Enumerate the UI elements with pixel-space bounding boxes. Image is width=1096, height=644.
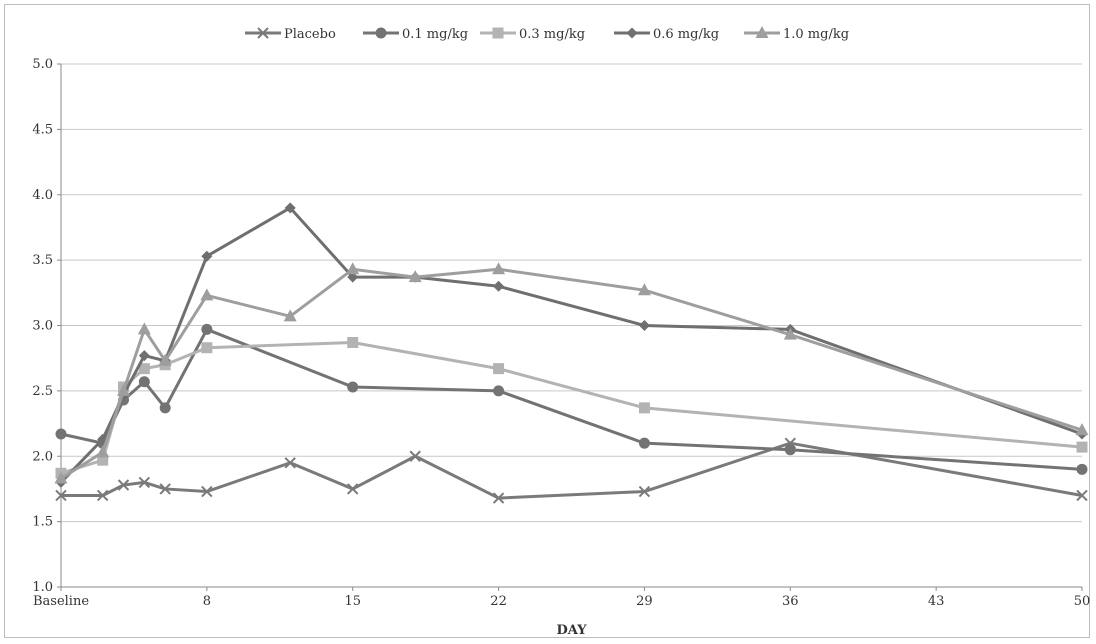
data-point [638,320,650,331]
data-point [137,322,151,335]
data-point [97,454,109,466]
data-point [638,437,650,449]
legend-marker [375,27,387,39]
series-line [60,340,1083,475]
data-point [1076,463,1088,475]
legend-marker [626,27,638,39]
series-x [55,437,1088,504]
series-line [61,441,1083,500]
legend-marker [755,26,769,38]
data-point [201,342,213,354]
x-tick-label: 50 [1074,594,1091,609]
series-square [55,336,1088,479]
data-point [638,485,651,498]
x-tick-label: 29 [636,594,653,609]
y-tick-label: 1.0 [32,580,53,595]
y-tick-label: 3.0 [32,319,53,334]
chart-frame [4,4,1090,638]
data-point [347,271,359,283]
legend-item: 0.6 mg/kg [614,27,719,42]
data-point [637,283,651,296]
x-tick-label: Baseline [33,594,89,609]
y-tick-label: 5.0 [32,57,53,72]
series-triangle [54,262,1089,484]
data-point [54,471,68,484]
x-tick-label: 36 [782,594,799,609]
legend-label: 0.3 mg/kg [519,27,585,42]
series-line [60,327,1083,471]
legend-label: 1.0 mg/kg [783,27,849,42]
legend-marker [257,27,269,39]
y-tick-label: 2.5 [32,384,53,399]
y-tick-label: 2.0 [32,449,53,464]
data-point [347,336,359,348]
legend-item: 0.3 mg/kg [480,27,585,42]
data-point [117,383,131,396]
gridlines [61,63,1082,588]
data-point [159,402,171,414]
x-axis-title: DAY [557,623,588,638]
legend-label: Placebo [284,27,336,42]
data-point [492,492,505,504]
data-point [96,489,109,502]
data-point [1075,423,1089,436]
y-tick-label: 1.5 [32,515,53,530]
data-point [783,327,797,340]
legend-item: 0.1 mg/kg [363,27,468,42]
data-point [784,444,796,456]
data-point [493,363,505,375]
x-tick-label: 22 [490,594,507,609]
data-point [55,428,67,440]
data-point [138,350,150,362]
axes: 1.0 1.5 2.0 2.5 3.0 3.5 4.0 4.5 5.0 Baseline 8 15 22… [32,57,1090,609]
legend-item: Placebo [245,27,336,42]
data-point [201,250,213,262]
y-tick-label: 4.0 [32,188,53,203]
data-point [638,402,650,414]
legend-label: 0.1 mg/kg [402,27,468,42]
series-line [60,267,1083,480]
data-point [96,445,110,458]
data-point [138,376,150,388]
data-point [492,262,506,275]
legend-marker [492,27,504,39]
data-point [284,202,296,214]
data-point [347,483,359,495]
data-point [117,479,130,491]
data-point [1076,489,1088,502]
data-point [55,489,67,502]
data-point [158,353,172,366]
series-group [54,202,1089,504]
x-tick-label: 43 [928,594,945,609]
data-point [493,280,505,292]
x-tick-label: 8 [203,594,211,609]
data-point [138,363,150,375]
legend-label: 0.6 mg/kg [653,27,719,42]
series-line [59,206,1083,484]
data-point [201,485,213,498]
data-point [1076,441,1088,453]
data-point [493,385,505,397]
data-point [138,476,151,489]
data-point [159,483,171,495]
data-point [284,457,296,469]
y-tick-label: 4.5 [32,122,53,137]
data-point [409,450,421,462]
data-point [346,262,360,275]
y-tick-label: 3.5 [32,253,53,268]
x-tick-label: 15 [344,594,361,609]
data-point [347,381,359,393]
data-point [283,309,297,322]
data-point [200,288,214,301]
legend-item: 1.0 mg/kg [744,26,849,42]
data-point [201,323,213,335]
legend: Placebo 0.1 mg/kg 0.3 mg/kg 0.6 mg/kg 1.0 mg… [245,26,849,42]
data-point [408,270,422,283]
